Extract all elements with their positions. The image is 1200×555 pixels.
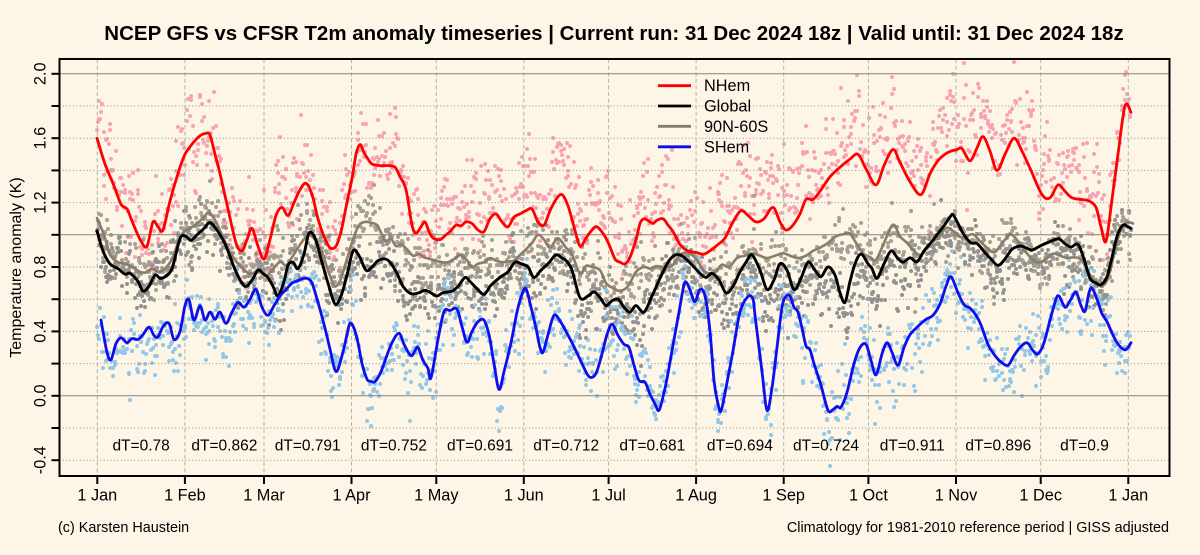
svg-text:1 Jun: 1 Jun bbox=[504, 487, 544, 505]
svg-text:dT=0.9: dT=0.9 bbox=[1060, 438, 1109, 455]
svg-text:1.2: 1.2 bbox=[32, 191, 50, 214]
svg-text:1.6: 1.6 bbox=[32, 127, 50, 150]
svg-text:dT=0.791: dT=0.791 bbox=[275, 438, 341, 455]
svg-text:Climatology for 1981-2010 refe: Climatology for 1981-2010 reference peri… bbox=[787, 520, 1169, 536]
svg-text:1 Jan: 1 Jan bbox=[1108, 487, 1148, 505]
svg-text:Global: Global bbox=[704, 98, 751, 116]
svg-text:Temperature anomaly (K): Temperature anomaly (K) bbox=[8, 177, 25, 358]
svg-text:1 Sep: 1 Sep bbox=[762, 487, 805, 505]
svg-text:dT=0.691: dT=0.691 bbox=[447, 438, 513, 455]
svg-text:NHem: NHem bbox=[704, 77, 750, 95]
svg-text:-0.4: -0.4 bbox=[32, 446, 50, 474]
svg-text:0.4: 0.4 bbox=[32, 320, 50, 343]
svg-text:90N-60S: 90N-60S bbox=[704, 118, 768, 136]
svg-text:NCEP GFS vs CFSR T2m anomaly t: NCEP GFS vs CFSR T2m anomaly timeseries … bbox=[104, 22, 1123, 45]
svg-text:dT=0.712: dT=0.712 bbox=[533, 438, 599, 455]
svg-text:1 Jul: 1 Jul bbox=[591, 487, 625, 505]
svg-text:1 Nov: 1 Nov bbox=[935, 487, 978, 505]
svg-text:1 Oct: 1 Oct bbox=[849, 487, 888, 505]
svg-text:1 May: 1 May bbox=[414, 487, 459, 505]
svg-text:1 Feb: 1 Feb bbox=[164, 487, 206, 505]
svg-text:dT=0.724: dT=0.724 bbox=[793, 438, 859, 455]
svg-text:dT=0.78: dT=0.78 bbox=[112, 438, 169, 455]
svg-text:0.8: 0.8 bbox=[32, 256, 50, 279]
svg-text:dT=0.896: dT=0.896 bbox=[965, 438, 1031, 455]
svg-text:1 Apr: 1 Apr bbox=[332, 487, 371, 505]
svg-text:1 Dec: 1 Dec bbox=[1019, 487, 1062, 505]
svg-text:dT=0.862: dT=0.862 bbox=[191, 438, 257, 455]
svg-text:1 Mar: 1 Mar bbox=[243, 487, 285, 505]
svg-text:2.0: 2.0 bbox=[32, 62, 50, 85]
svg-text:dT=0.694: dT=0.694 bbox=[707, 438, 773, 455]
svg-text:1 Jan: 1 Jan bbox=[77, 487, 117, 505]
svg-text:(c) Karsten Haustein: (c) Karsten Haustein bbox=[58, 520, 189, 536]
svg-text:1 Aug: 1 Aug bbox=[675, 487, 717, 505]
svg-text:0.0: 0.0 bbox=[32, 384, 50, 407]
svg-text:SHem: SHem bbox=[704, 138, 749, 156]
svg-text:dT=0.681: dT=0.681 bbox=[619, 438, 685, 455]
svg-text:dT=0.752: dT=0.752 bbox=[361, 438, 427, 455]
svg-text:dT=0.911: dT=0.911 bbox=[880, 438, 945, 455]
